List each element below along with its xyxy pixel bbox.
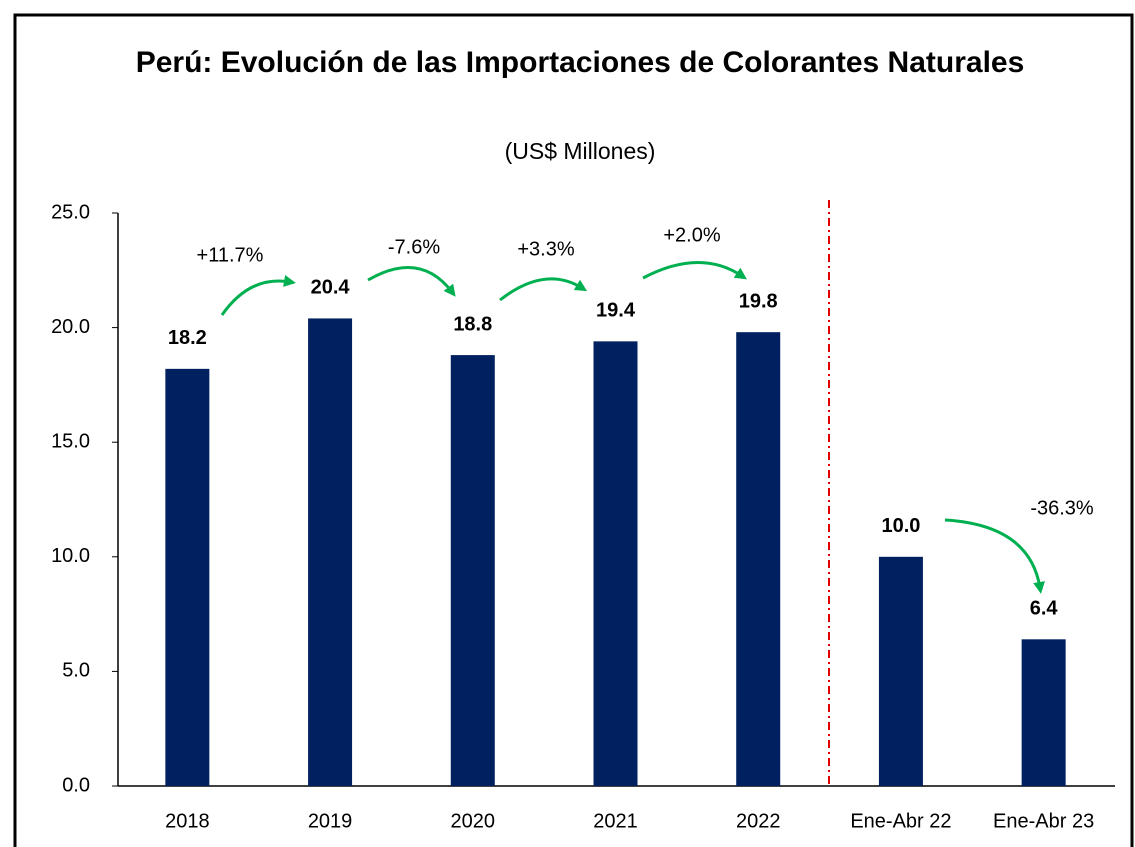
chart-subtitle: (US$ Millones): [504, 138, 656, 164]
value-label: 20.4: [311, 277, 351, 299]
y-tick-label: 0.0: [62, 774, 90, 796]
bar: [450, 355, 495, 786]
chart-title: Perú: Evolución de las Importaciones de …: [135, 46, 1025, 79]
value-label: 6.4: [1030, 598, 1059, 620]
arrow: [367, 266, 456, 297]
annotation: +3.3%: [517, 238, 574, 260]
annotation: +11.7%: [197, 244, 264, 266]
arrow: [499, 277, 588, 302]
border: [13, 13, 1134, 847]
y-tick-label: 10.0: [51, 545, 90, 567]
x-tick-label: 2019: [308, 810, 353, 832]
value-label: 18.2: [168, 327, 207, 349]
bar: [736, 332, 781, 786]
x-tick-label: Ene-Abr 23: [993, 810, 1094, 832]
value-label: 18.8: [453, 313, 492, 335]
arrow: [642, 261, 747, 280]
y-tick-label: 15.0: [51, 430, 90, 452]
value-label: 19.8: [739, 290, 778, 312]
x-tick-label: 2018: [165, 810, 210, 832]
arrow: [944, 518, 1045, 594]
bar: [165, 368, 210, 786]
annotation: -7.6%: [388, 236, 440, 258]
x-tick-label: 2020: [451, 810, 496, 832]
y-tick-label: 20.0: [51, 316, 90, 338]
y-tick-label: 25.0: [51, 201, 90, 223]
bar: [1021, 639, 1066, 786]
y-tick-label: 5.0: [62, 660, 90, 682]
annotation: -36.3%: [1030, 497, 1094, 519]
arrow: [220, 275, 296, 316]
annotation: +2.0%: [663, 224, 720, 246]
x-tick-label: 2022: [736, 810, 781, 832]
x-tick-label: Ene-Abr 22: [850, 810, 951, 832]
bar: [308, 318, 353, 786]
bar: [593, 341, 638, 786]
bar: [878, 556, 923, 786]
value-label: 10.0: [881, 515, 920, 537]
value-label: 19.4: [596, 300, 636, 322]
x-tick-label: 2021: [593, 810, 638, 832]
